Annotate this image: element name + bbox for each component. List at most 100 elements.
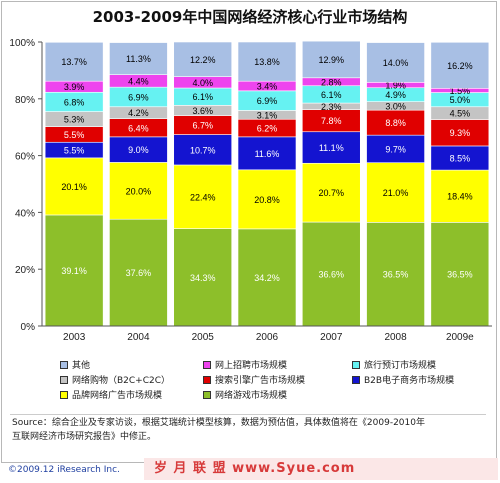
data-label: 4.5%: [450, 109, 471, 119]
data-label: 4.2%: [128, 108, 149, 118]
bar-segment: [366, 162, 425, 223]
data-label: 37.6%: [126, 268, 152, 278]
data-label: 16.2%: [447, 61, 473, 71]
legend-swatch: [352, 376, 360, 384]
stacked-bar-chart: 0% 20% 40% 60% 80% 100% 39.1% 20.1% 5.5% 5.5% 5.3%…: [9, 38, 492, 343]
y-tick-label: 80%: [15, 95, 35, 106]
bar-segment: [109, 42, 168, 75]
legend-item: 旅行预订市场规模: [352, 360, 436, 372]
bar-segment: [301, 40, 361, 79]
x-tick-label: 2007: [320, 332, 343, 343]
bar-segment: [173, 228, 233, 327]
legend-label: 网络购物（B2C+C2C）: [72, 376, 171, 386]
bar-segment: [237, 228, 297, 327]
data-label: 5.3%: [64, 115, 85, 125]
data-label: 5.5%: [64, 146, 85, 156]
bar-segment: [237, 169, 297, 230]
legend-item: 网上招聘市场规模: [203, 360, 287, 372]
legend-item: 其他: [60, 360, 90, 372]
data-label: 5.5%: [64, 130, 85, 140]
legend-label: B2B电子商务市场规模: [364, 376, 455, 386]
data-label: 20.0%: [126, 186, 152, 196]
legend-item: 网络游戏市场规模: [203, 390, 287, 402]
data-label: 1.9%: [385, 81, 406, 91]
bar-segment: [173, 41, 233, 77]
source-note: Source：综合企业及专家访谈，根据艾瑞统计模型核算，数据为预估值，具体数值将…: [12, 416, 488, 444]
legend-swatch: [203, 376, 211, 384]
data-label: 8.5%: [450, 154, 471, 164]
data-label: 11.3%: [126, 54, 151, 64]
x-tick-label: 2004: [127, 332, 150, 343]
bar-segment: [109, 136, 168, 163]
data-label: 36.5%: [447, 270, 473, 280]
bar-segment: [44, 214, 104, 327]
data-label: 6.9%: [257, 96, 278, 106]
data-label: 4.4%: [128, 76, 149, 86]
bar-segment: [173, 134, 233, 166]
bar-segment: [366, 134, 425, 163]
legend-item: 品牌网络广告市场规模: [60, 390, 162, 402]
bar-segment: [366, 109, 425, 136]
source-line-1: Source：综合企业及专家访谈，根据艾瑞统计模型核算，数据为预估值，具体数值将…: [12, 418, 425, 428]
data-label: 10.7%: [190, 145, 216, 155]
data-label: 22.4%: [190, 192, 216, 202]
bar-segment: [301, 131, 361, 164]
data-label: 6.7%: [192, 121, 213, 131]
y-tick-label: 0%: [21, 322, 36, 333]
data-label: 1.5%: [450, 86, 471, 96]
y-tick-label: 40%: [15, 208, 35, 219]
legend-label: 旅行预订市场规模: [364, 361, 437, 371]
data-label: 3.1%: [257, 110, 278, 120]
bar-segment: [366, 42, 425, 83]
x-tick-label: 2005: [192, 332, 215, 343]
x-tick-label: 2009e: [446, 332, 474, 343]
bar-segment: [109, 162, 168, 220]
data-label: 13.8%: [254, 57, 280, 67]
legend-item: 网络购物（B2C+C2C）: [60, 375, 170, 387]
data-label: 20.1%: [61, 182, 87, 192]
legend-swatch: [203, 391, 211, 399]
legend-swatch: [60, 391, 68, 399]
bar-segment: [173, 164, 233, 229]
data-label: 39.1%: [61, 266, 87, 276]
data-label: 21.0%: [383, 188, 409, 198]
data-label: 7.8%: [321, 116, 342, 126]
x-tick-label: 2003: [63, 332, 86, 343]
bar-segment: [44, 41, 104, 82]
y-tick-label: 60%: [15, 152, 35, 163]
bar-segment: [237, 41, 297, 82]
bar-segment: [430, 41, 490, 89]
bar-segment: [301, 221, 361, 327]
data-label: 2.8%: [321, 77, 342, 87]
bar-segment: [44, 157, 104, 216]
data-label: 9.3%: [450, 128, 471, 138]
data-label: 34.2%: [254, 273, 280, 283]
data-label: 6.2%: [257, 124, 278, 134]
data-label: 8.8%: [385, 118, 406, 128]
legend-label: 搜索引擎广告市场规模: [215, 376, 306, 386]
source-divider: [10, 414, 486, 415]
data-label: 6.4%: [128, 123, 149, 133]
legend-swatch: [352, 361, 360, 369]
y-tick-label: 20%: [15, 265, 35, 276]
data-label: 12.2%: [190, 55, 216, 65]
data-label: 2.3%: [321, 102, 342, 112]
data-label: 36.6%: [319, 270, 345, 280]
data-label: 6.9%: [128, 92, 149, 102]
data-label: 5.0%: [450, 95, 471, 105]
legend-swatch: [60, 361, 68, 369]
data-label: 9.0%: [128, 145, 149, 155]
data-label: 20.8%: [254, 195, 280, 205]
data-label: 36.5%: [383, 270, 409, 280]
legend-item: B2B电子商务市场规模: [352, 375, 454, 387]
data-label: 14.0%: [383, 58, 409, 68]
data-label: 20.7%: [319, 188, 345, 198]
bar-segment: [301, 162, 361, 223]
legend-label: 其他: [72, 361, 91, 371]
legend-swatch: [203, 361, 211, 369]
data-label: 12.9%: [319, 55, 345, 65]
bar-segment: [366, 222, 425, 327]
bar-segment: [109, 218, 168, 327]
data-label: 3.4%: [257, 82, 278, 92]
y-tick-label: 100%: [9, 38, 35, 49]
